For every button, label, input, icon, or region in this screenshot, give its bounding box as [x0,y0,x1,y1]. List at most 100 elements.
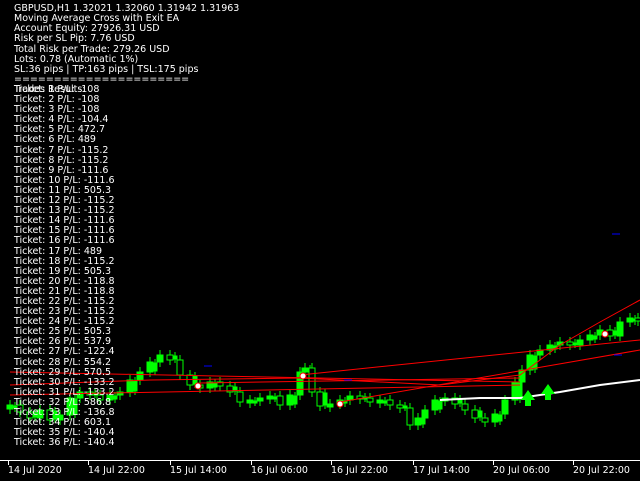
candle-body [414,417,422,426]
buy-arrow-icon [541,384,555,400]
candle-body [276,395,284,406]
time-label: 15 Jul 14:00 [170,465,227,476]
trade-result-line: Ticket: 24 P/L: -115.2 [14,316,115,328]
candle-body [612,330,618,336]
trade-result-line: Ticket: 12 P/L: -115.2 [14,195,115,207]
candle-body [481,417,489,423]
trade-result-line: Ticket: 32 P/L: 586.8 [14,396,112,408]
candle-body [116,391,124,396]
trade-results-list: Ticket: 1 P/L: -108 Ticket: 2 P/L: -108 Ti… [14,84,115,448]
trade-result-line: Ticket: 22 P/L: -115.2 [14,295,115,307]
moving-average-slow-line [9,299,640,386]
candle-body [406,407,414,426]
ea-info-line: Risk per SL Pip: 7.76 USD [14,33,135,45]
candle-body [166,354,174,361]
candle-body [172,355,178,360]
candle-body [176,359,184,376]
candle-body [566,341,574,346]
trade-result-line: Ticket: 15 P/L: -111.6 [14,225,115,237]
candle-body [420,418,426,425]
candle-body [112,395,118,400]
ea-info-line: Lots: 0.78 (Automatic 1%) [14,53,139,65]
trade-line [9,371,521,383]
candle-body [36,409,44,419]
candle-body [576,339,584,346]
candle-body [634,317,640,322]
candle-body [76,391,84,399]
candle-body [96,394,104,401]
candle-body [146,361,154,373]
candle-body [376,399,384,404]
candle-body [266,395,274,400]
trade-result-line: Ticket: 21 P/L: -118.8 [14,285,115,297]
trade-result-line: Ticket: 14 P/L: -111.6 [14,215,115,227]
candle-body [477,410,483,418]
trade-result-line: Ticket: 18 P/L: -115.2 [14,255,115,267]
candle-body [366,397,374,403]
time-label: 20 Jul 06:00 [493,465,550,476]
candle-body [316,391,324,407]
candle-body [437,400,443,410]
ea-info-line: ====================== [14,74,190,86]
candle-body [216,381,224,387]
candle-body [126,379,134,393]
moving-average-fast-line [439,379,640,401]
candle-body [326,403,334,408]
trade-result-line: Ticket: 23 P/L: -115.2 [14,306,115,318]
candle-body [501,399,509,415]
trade-line [299,339,640,376]
candle-body [497,414,503,422]
candle-body [572,342,578,346]
order-marker-icon [336,400,344,408]
candle-body [212,382,218,388]
symbol-header: GBPUSD,H1 1.32021 1.32060 1.31942 1.3196… [14,3,240,14]
time-label: 16 Jul 06:00 [251,465,308,476]
time-tick [573,461,574,465]
candle-body [272,396,278,400]
time-tick [251,461,252,465]
candle-body [186,374,194,386]
trade-result-line: Ticket: 35 P/L: -140.4 [14,427,115,439]
trade-result-line: Ticket: 31 P/L: -133.2 [14,386,115,398]
trade-result-line: Ticket: 3 P/L: -108 [14,104,100,116]
candle-body [386,399,394,406]
time-tick [170,461,171,465]
candle-body [252,400,258,404]
candle-body [6,404,14,410]
trade-result-line: Ticket: 27 P/L: -122.4 [14,346,115,358]
candle-body [296,371,304,396]
ea-info-line: Moving Average Cross with Exit EA [14,13,180,24]
order-marker-icon [299,372,307,380]
time-tick [493,461,494,465]
time-tick [88,461,89,465]
trade-result-line: Ticket: 13 P/L: -115.2 [14,205,115,217]
trade-result-line: Ticket: 6 P/L: 489 [14,134,96,146]
time-tick [413,461,414,465]
candle-body [471,409,479,419]
ea-info-line: Trades Results: [14,84,86,96]
buy-arrow-icon [521,390,535,406]
candle-body [396,404,404,409]
candle-body [402,405,408,409]
time-label: 20 Jul 22:00 [573,465,630,476]
trade-result-line: Ticket: 17 P/L: 489 [14,245,103,257]
candle-body [286,394,294,406]
trade-result-line: Ticket: 8 P/L: -115.2 [14,154,109,166]
candle-body [156,354,164,363]
ea-info-panel: Moving Average Cross with Exit EA Account… [14,13,198,96]
time-label: 17 Jul 14:00 [413,465,470,476]
candle-body [56,414,64,421]
trade-result-line: Ticket: 16 P/L: -111.6 [14,235,115,247]
ea-info-line: Total Risk per Trade: 279.26 USD [14,43,170,55]
candle-body [301,367,309,373]
candlestick-plot[interactable] [0,0,640,460]
trade-result-line: Ticket: 26 P/L: 537.9 [14,336,112,348]
candle-body [322,392,328,406]
time-label: 14 Jul 2020 [8,465,62,476]
trade-result-line: Ticket: 29 P/L: 570.5 [14,366,112,378]
trade-result-line: Ticket: 33 P/L: -136.8 [14,407,115,418]
trade-result-line: Ticket: 20 P/L: -118.8 [14,275,115,287]
time-axis: 14 Jul 2020 14 Jul 22:00 15 Jul 14:00 16 Ju… [0,460,640,481]
trade-result-line: Ticket: 30 P/L: -133.2 [14,376,115,388]
